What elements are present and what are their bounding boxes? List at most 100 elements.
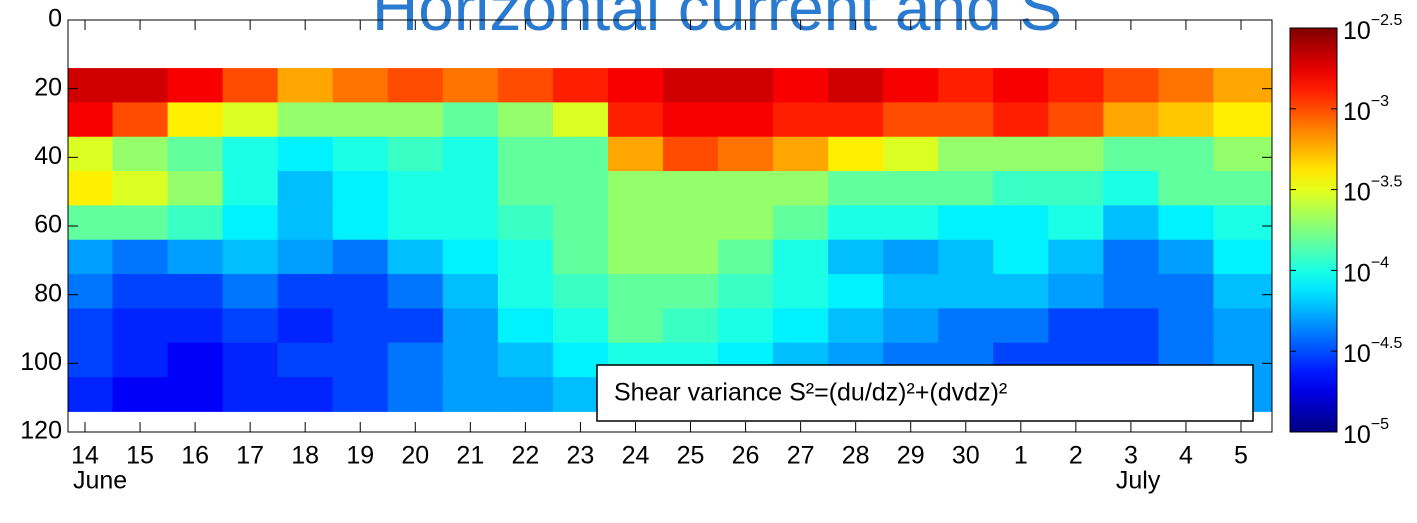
heat-cell [442, 205, 499, 241]
heat-cell [552, 308, 609, 344]
heat-cell [387, 171, 444, 206]
heat-cell [552, 102, 609, 138]
heat-cell [222, 205, 279, 241]
heat-cell [442, 171, 499, 206]
heat-cell [1213, 136, 1273, 172]
heat-cell [607, 239, 664, 275]
heatmap [68, 68, 1273, 412]
heat-cell [1158, 171, 1214, 206]
heat-cell [1158, 136, 1214, 172]
heat-cell [277, 102, 334, 138]
heat-cell [277, 205, 334, 241]
heat-cell [68, 136, 114, 172]
heat-cell [1048, 68, 1104, 103]
heat-cell [112, 308, 169, 344]
x-tick-label: 3 [1124, 442, 1138, 470]
heat-cell [552, 171, 609, 206]
heat-cell [1048, 205, 1104, 241]
heat-cell [332, 171, 389, 206]
colorbar-tick-base: 10 [1343, 259, 1371, 287]
heat-cell [938, 102, 994, 138]
heat-cell [442, 102, 499, 138]
y-tick-label: 20 [34, 73, 62, 101]
heat-cell [68, 239, 114, 275]
heat-cell [112, 239, 169, 275]
x-tick-label: 1 [1014, 442, 1028, 470]
x-tick-label: 2 [1069, 442, 1083, 470]
heat-cell [1213, 308, 1273, 344]
heat-cell [1213, 205, 1273, 241]
colorbar-tick-base: 10 [1343, 421, 1371, 449]
heat-cell [222, 342, 279, 378]
heat-cell [773, 68, 829, 103]
heat-cell [718, 239, 774, 275]
heat-cell [1103, 308, 1159, 344]
heat-cell [387, 205, 444, 241]
y-tick-label: 80 [34, 279, 62, 307]
heat-cell [332, 205, 389, 241]
heat-cell [497, 102, 554, 138]
colorbar-tick-label: 10−5 [1343, 416, 1389, 448]
colorbar-tick-label: 10−3 [1343, 93, 1389, 125]
heat-cell [497, 205, 554, 241]
heat-cell [718, 136, 774, 172]
heat-cell [277, 239, 334, 275]
x-tick-label: 23 [567, 442, 595, 470]
heat-cell [332, 102, 389, 138]
heat-cell [718, 308, 774, 344]
heat-cell [222, 274, 279, 309]
heat-cell [222, 308, 279, 344]
heat-cell [828, 205, 884, 241]
heat-cell [167, 308, 224, 344]
heat-cell [332, 239, 389, 275]
heat-cell [1158, 102, 1214, 138]
heat-cell [387, 308, 444, 344]
colorbar-tick-exponent: −2.5 [1371, 12, 1403, 29]
x-tick-label: 26 [732, 442, 760, 470]
heat-cell [718, 171, 774, 206]
heat-cell [1213, 102, 1273, 138]
heat-cell [332, 377, 389, 412]
heat-cell [607, 102, 664, 138]
heat-cell [68, 342, 114, 378]
heat-cell [68, 171, 114, 206]
heat-cell [442, 274, 499, 309]
heat-cell [993, 205, 1049, 241]
heat-cell [993, 171, 1049, 206]
heat-cell [993, 68, 1049, 103]
heat-cell [387, 68, 444, 103]
heat-cell [442, 239, 499, 275]
heat-cell [387, 342, 444, 378]
annotation-box [596, 364, 1254, 422]
month-label: July [1116, 467, 1161, 495]
heat-cell [68, 377, 114, 412]
heat-cell [68, 274, 114, 309]
heat-cell [828, 68, 884, 103]
x-tick-label: 17 [236, 442, 264, 470]
heat-cell [552, 239, 609, 275]
heat-cell [773, 239, 829, 275]
heat-cell [663, 239, 719, 275]
colorbar-tick-base: 10 [1343, 340, 1371, 368]
heat-cell [167, 342, 224, 378]
heat-cell [277, 274, 334, 309]
heat-cell [883, 274, 939, 309]
x-tick-label: 16 [181, 442, 209, 470]
heat-cell [552, 136, 609, 172]
heat-cell [1103, 102, 1159, 138]
heat-cell [222, 377, 279, 412]
heat-cell [938, 68, 994, 103]
x-tick-label: 5 [1234, 442, 1248, 470]
heat-cell [68, 205, 114, 241]
heat-cell [1103, 239, 1159, 275]
heat-cell [277, 136, 334, 172]
heat-cell [718, 68, 774, 103]
heat-cell [277, 342, 334, 378]
x-tick-label: 21 [456, 442, 484, 470]
heat-cell [497, 308, 554, 344]
heat-cell [497, 377, 554, 412]
heat-cell [773, 205, 829, 241]
heat-cell [387, 136, 444, 172]
